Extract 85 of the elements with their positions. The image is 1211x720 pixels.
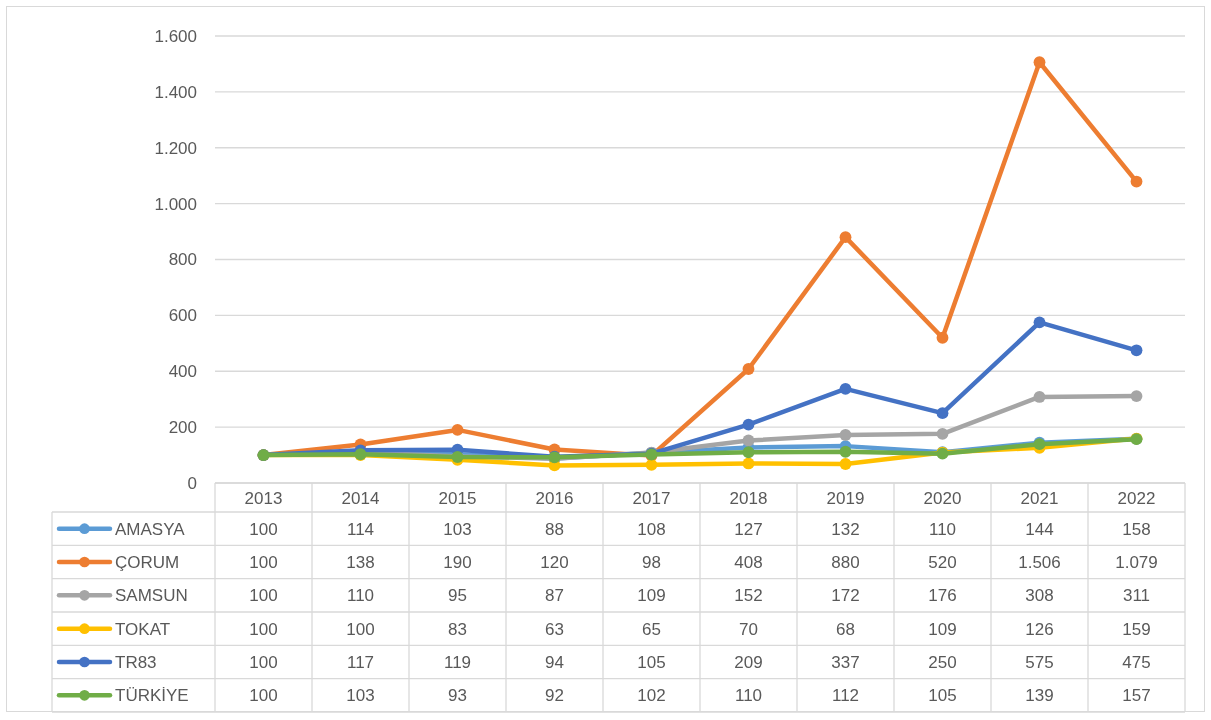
data-label: 138 [346, 552, 375, 572]
data-label: 100 [249, 652, 278, 672]
data-label: 250 [928, 652, 957, 672]
data-label: 100 [249, 686, 278, 706]
y-tick-label: 0 [187, 473, 197, 493]
data-label: 117 [346, 652, 375, 672]
data-label: 102 [637, 686, 666, 706]
data-label: 100 [249, 552, 278, 572]
legend-label: AMASYA [115, 519, 186, 539]
data-label: 95 [448, 586, 467, 606]
y-tick-label: 1.600 [154, 26, 197, 46]
data-label: 114 [346, 519, 375, 539]
legend-label: ÇORUM [115, 552, 180, 572]
data-label: 475 [1122, 652, 1151, 672]
data-label: 100 [346, 619, 375, 639]
data-label: 1.079 [1115, 552, 1158, 572]
data-label: 152 [734, 586, 763, 606]
data-label: 110 [928, 519, 957, 539]
data-label: 65 [642, 619, 661, 639]
data-label: 880 [831, 552, 860, 572]
y-tick-label: 1.400 [154, 82, 197, 102]
data-label: 139 [1025, 686, 1054, 706]
x-tick-label: 2015 [438, 489, 477, 509]
data-label: 126 [1025, 619, 1054, 639]
x-tick-label: 2013 [244, 489, 283, 509]
data-label: 110 [346, 586, 375, 606]
data-label: 575 [1025, 652, 1054, 672]
data-label: 100 [249, 619, 278, 639]
data-label: 100 [249, 586, 278, 606]
data-label: 311 [1122, 586, 1151, 606]
data-label: 105 [928, 686, 957, 706]
data-label: 83 [448, 619, 467, 639]
x-tick-label: 2018 [729, 489, 768, 509]
y-tick-label: 1.000 [154, 194, 197, 214]
y-tick-label: 800 [168, 250, 197, 270]
x-tick-label: 2020 [923, 489, 962, 509]
data-label: 159 [1122, 619, 1151, 639]
legend-label: SAMSUN [115, 586, 188, 606]
y-tick-label: 600 [168, 306, 197, 326]
data-label: 103 [346, 686, 375, 706]
y-tick-label: 400 [168, 362, 197, 382]
data-label: 112 [831, 686, 860, 706]
data-label: 172 [831, 586, 860, 606]
data-label: 105 [637, 652, 666, 672]
data-label: 103 [443, 519, 472, 539]
y-tick-label: 1.200 [154, 138, 197, 158]
data-label: 63 [545, 619, 564, 639]
data-label: 68 [836, 619, 855, 639]
data-label: 110 [734, 686, 763, 706]
data-label: 209 [734, 652, 763, 672]
data-label: 120 [540, 552, 569, 572]
data-label: 144 [1025, 519, 1054, 539]
x-tick-label: 2019 [826, 489, 865, 509]
data-label: 157 [1122, 686, 1151, 706]
data-label: 98 [642, 552, 661, 572]
data-label: 108 [637, 519, 666, 539]
data-label: 109 [928, 619, 957, 639]
legend-label: TOKAT [115, 619, 171, 639]
data-label: 132 [831, 519, 860, 539]
data-label: 308 [1025, 586, 1054, 606]
data-label: 190 [443, 552, 472, 572]
data-label: 93 [448, 686, 467, 706]
data-label: 520 [928, 552, 957, 572]
legend-label: TÜRKİYE [115, 686, 189, 706]
data-label: 1.506 [1018, 552, 1061, 572]
data-label: 88 [545, 519, 564, 539]
data-label: 70 [739, 619, 758, 639]
x-tick-label: 2022 [1117, 489, 1156, 509]
data-label: 109 [637, 586, 666, 606]
y-tick-label: 200 [168, 418, 197, 438]
data-label: 92 [545, 686, 564, 706]
x-tick-label: 2021 [1020, 489, 1059, 509]
data-label: 100 [249, 519, 278, 539]
data-label: 127 [734, 519, 763, 539]
legend-label: TR83 [115, 652, 157, 672]
data-label: 176 [928, 586, 957, 606]
data-label: 94 [545, 652, 564, 672]
data-label: 119 [443, 652, 472, 672]
x-tick-label: 2017 [632, 489, 671, 509]
data-label: 158 [1122, 519, 1151, 539]
x-tick-label: 2014 [341, 489, 380, 509]
data-label: 408 [734, 552, 763, 572]
data-label: 337 [831, 652, 860, 672]
x-tick-label: 2016 [535, 489, 574, 509]
data-label: 87 [545, 586, 564, 606]
